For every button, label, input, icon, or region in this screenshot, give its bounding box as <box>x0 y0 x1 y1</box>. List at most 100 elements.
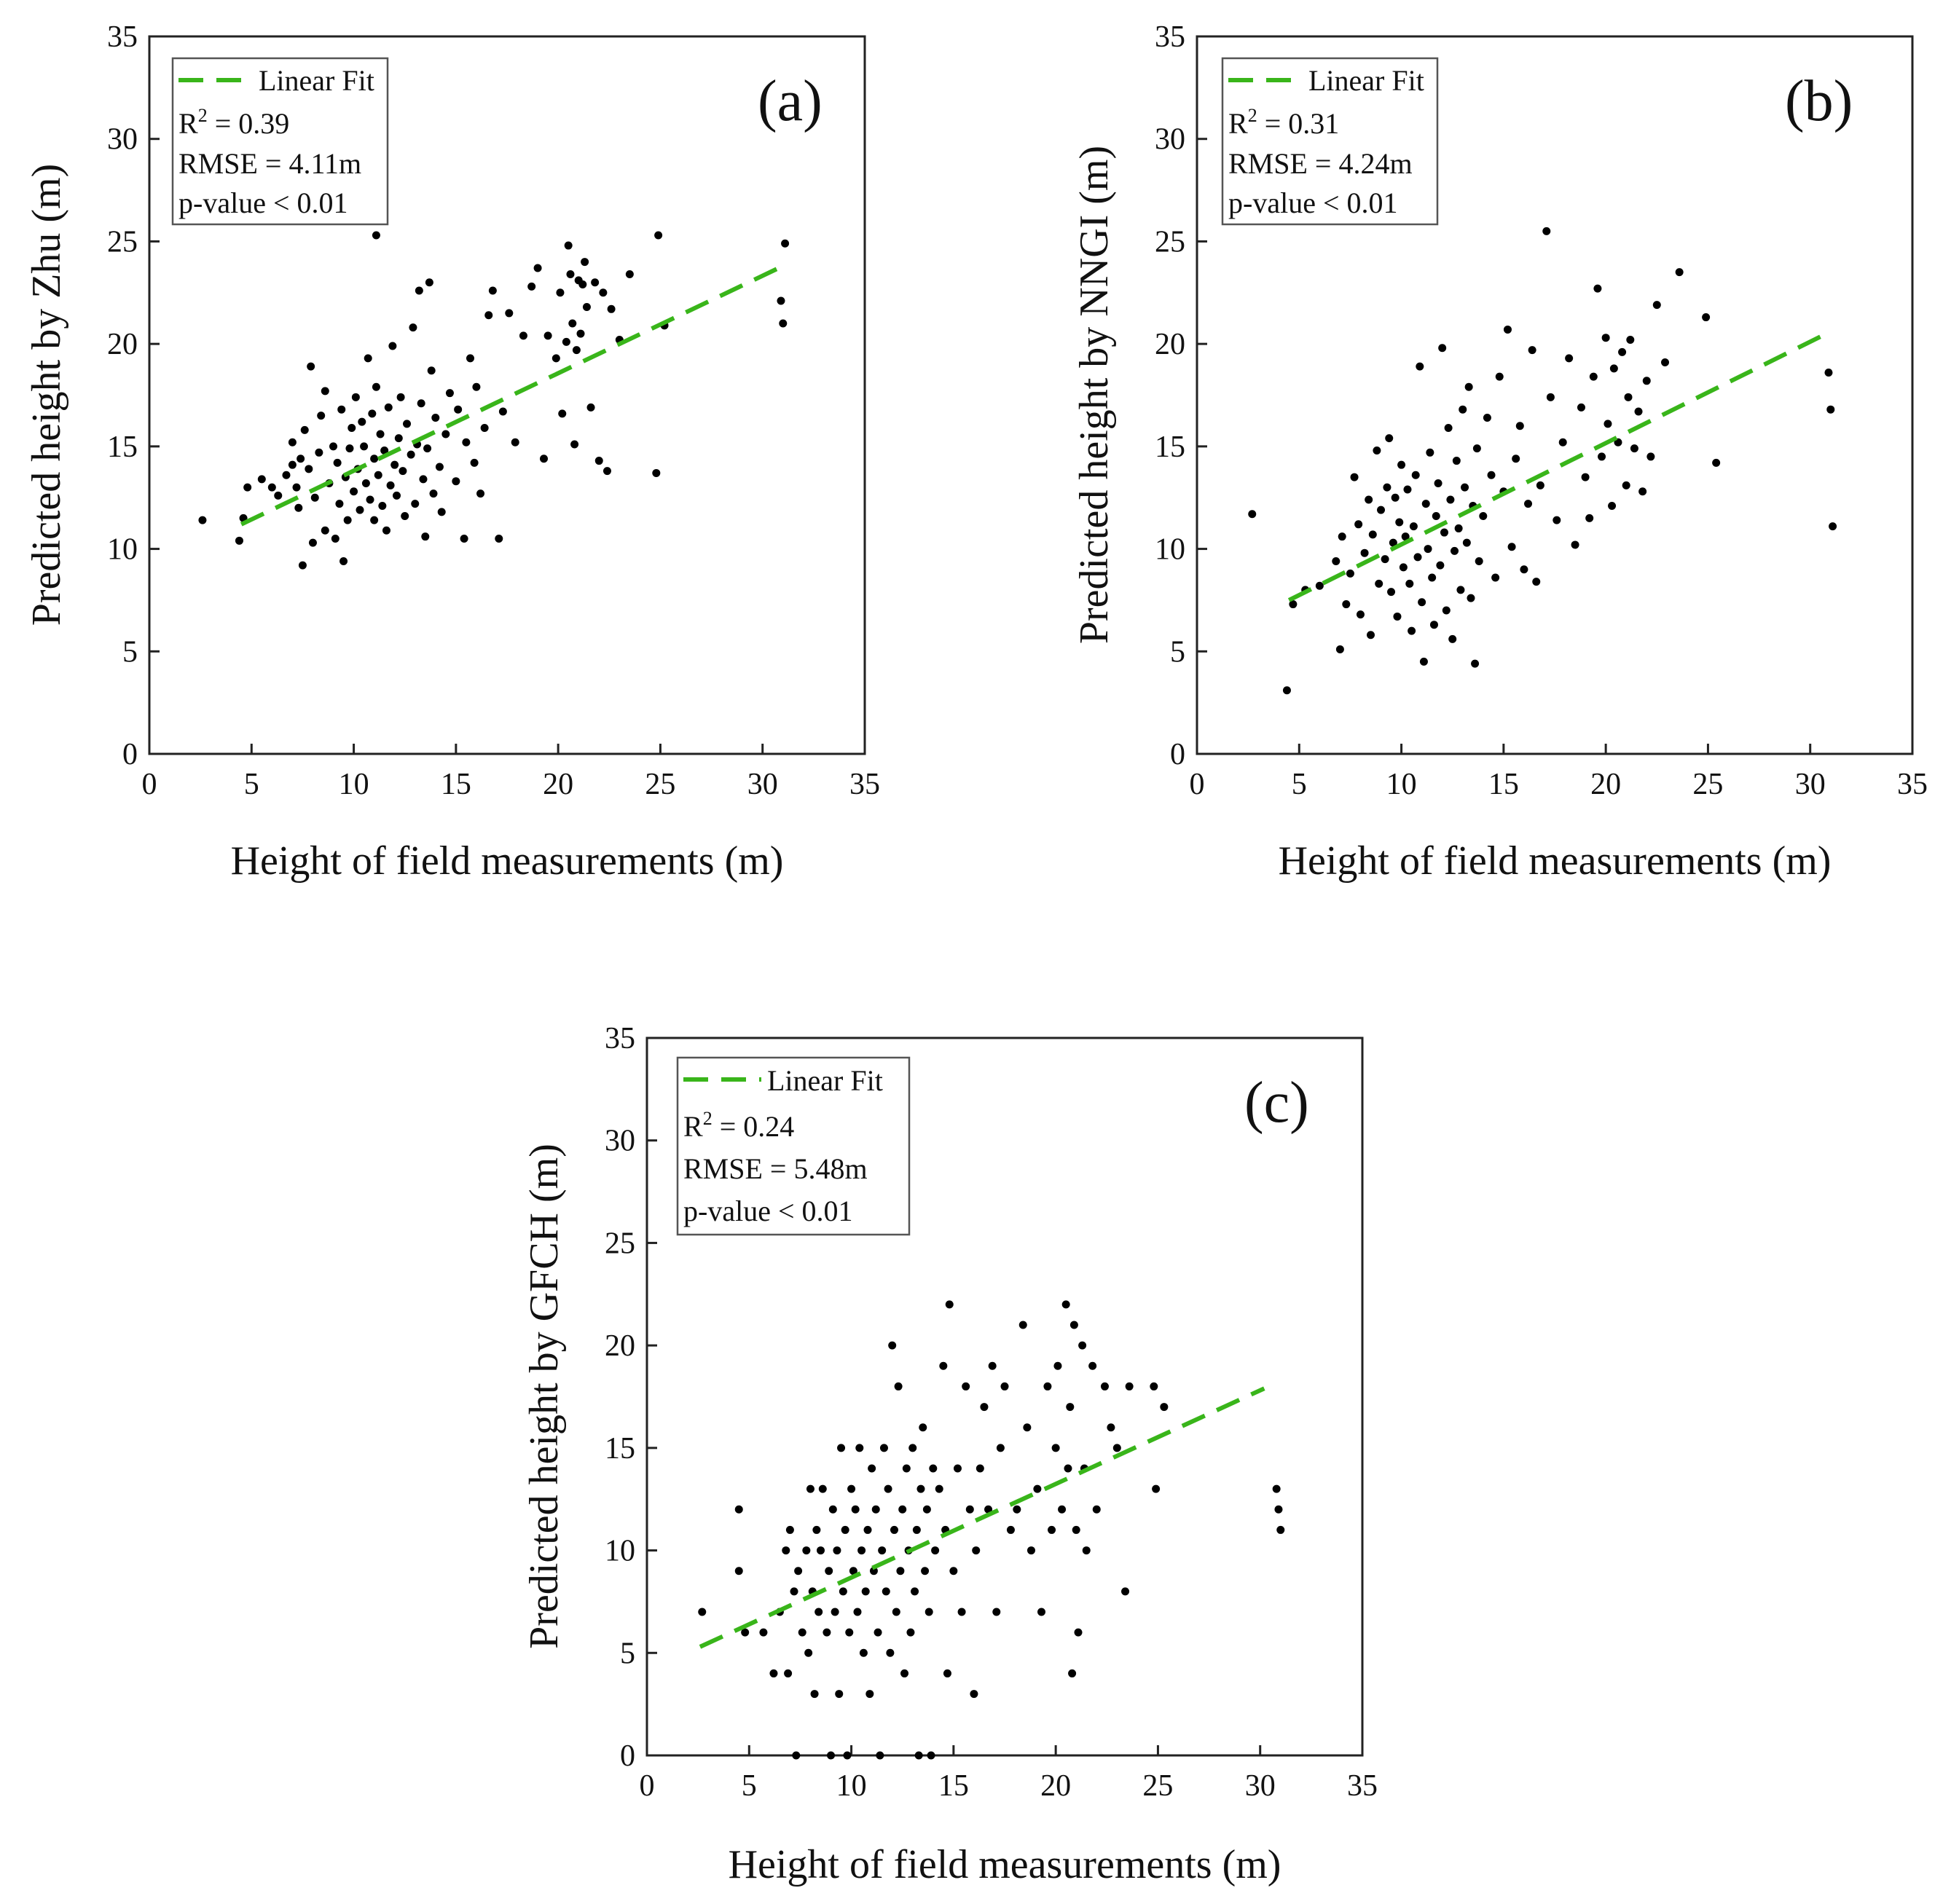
x-tick-label: 15 <box>938 1769 969 1803</box>
data-point <box>298 561 307 570</box>
y-tick-label: 30 <box>107 123 138 157</box>
data-point <box>1452 457 1461 465</box>
data-point <box>869 1567 878 1575</box>
data-point <box>734 1567 743 1575</box>
data-point <box>1438 344 1447 353</box>
y-tick-label: 30 <box>605 1125 635 1158</box>
data-point <box>1112 1444 1121 1452</box>
data-point <box>558 409 567 418</box>
data-point <box>1532 578 1541 586</box>
data-point <box>698 1608 707 1616</box>
data-point <box>607 304 616 313</box>
data-point <box>1150 1382 1158 1390</box>
panel-label: (b) <box>1785 69 1853 133</box>
y-axis-title: Predicted height by NNGI (m) <box>1072 146 1117 644</box>
data-point <box>759 1628 768 1637</box>
data-point <box>902 1464 911 1473</box>
data-point <box>1033 1484 1042 1493</box>
data-point <box>1375 579 1383 588</box>
axis-ticks <box>1196 35 1914 755</box>
data-point <box>372 382 380 391</box>
data-point <box>1524 500 1533 508</box>
data-point <box>372 231 380 240</box>
data-point <box>1013 1505 1021 1514</box>
data-point <box>1528 346 1536 355</box>
data-point <box>1491 573 1500 582</box>
x-tick-label: 5 <box>742 1769 757 1803</box>
data-point <box>1440 528 1448 537</box>
data-point <box>912 1525 921 1534</box>
data-point <box>401 512 409 521</box>
panel-a: 0 5 10 15 20 25 30 35 0 5 10 15 20 25 30 35 Linear Fit… <box>24 20 880 884</box>
data-point <box>874 1628 882 1637</box>
data-point <box>307 362 315 371</box>
data-point <box>1383 483 1391 492</box>
data-point <box>1248 510 1257 519</box>
data-point <box>578 280 587 289</box>
data-point <box>818 1484 827 1493</box>
x-tick-label: 0 <box>1190 768 1205 801</box>
data-point <box>898 1505 907 1514</box>
data-point <box>927 1751 935 1760</box>
data-point <box>876 1751 884 1760</box>
data-point <box>480 424 489 433</box>
y-tick-label: 10 <box>107 533 138 567</box>
data-point <box>308 538 317 547</box>
panel-b: 0 5 10 15 20 25 30 35 0 5 10 15 20 25 30 35 Linear Fit… <box>1072 20 1928 884</box>
data-point <box>1342 600 1351 609</box>
data-point <box>1395 518 1404 527</box>
data-point <box>1467 594 1475 602</box>
data-point <box>415 286 423 295</box>
data-point <box>394 434 403 443</box>
data-point <box>1354 520 1363 529</box>
data-point <box>1152 1484 1161 1493</box>
rmse-label: RMSE = 4.24m <box>1228 147 1413 180</box>
data-point <box>488 286 497 295</box>
y-axis-title: Predicted height by Zhu (m) <box>24 164 69 626</box>
data-point <box>1585 514 1594 522</box>
legend-box <box>171 57 389 226</box>
data-point <box>235 536 243 545</box>
data-point <box>348 424 356 433</box>
y-tick-label: 0 <box>122 738 138 771</box>
data-point <box>339 556 348 565</box>
data-point <box>935 1484 943 1493</box>
y-tick-label: 5 <box>1170 635 1185 669</box>
x-axis-title: Height of field measurements (m) <box>729 1842 1281 1887</box>
data-point <box>386 481 395 489</box>
data-point <box>1391 493 1400 502</box>
data-point <box>1373 446 1381 455</box>
data-point <box>1503 325 1512 334</box>
data-point <box>1018 1321 1027 1329</box>
y-tick-label: 0 <box>1170 738 1185 771</box>
data-point <box>1624 393 1633 401</box>
data-point <box>816 1546 825 1555</box>
data-point <box>1088 1361 1097 1370</box>
data-point <box>1403 485 1412 494</box>
data-point <box>922 1505 931 1514</box>
x-tick-label: 35 <box>849 768 880 801</box>
data-point <box>1416 362 1424 371</box>
data-point <box>1593 284 1602 293</box>
data-point <box>1276 1525 1285 1534</box>
data-point <box>1043 1382 1052 1390</box>
data-point <box>1634 407 1643 416</box>
data-point <box>1589 372 1598 381</box>
data-point <box>1401 532 1410 541</box>
data-point <box>1125 1382 1134 1390</box>
data-point <box>1366 631 1375 640</box>
data-point <box>335 500 344 508</box>
data-point <box>1006 1525 1015 1534</box>
data-point <box>1350 473 1359 481</box>
plot-frame <box>148 35 866 755</box>
data-point <box>1454 524 1463 532</box>
data-point <box>1487 471 1496 479</box>
x-tick-label: 5 <box>1292 768 1307 801</box>
data-point <box>543 331 552 340</box>
data-point <box>350 487 358 496</box>
data-point <box>1446 495 1455 504</box>
data-point <box>1618 347 1627 356</box>
data-point <box>972 1546 981 1555</box>
data-point <box>445 389 454 398</box>
